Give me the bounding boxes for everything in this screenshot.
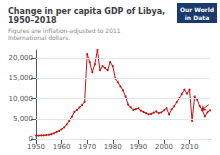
svg-text:20,000: 20,000 (9, 54, 34, 62)
svg-text:1990: 1990 (129, 143, 147, 151)
svg-text:1960: 1960 (53, 143, 71, 151)
svg-text:1980: 1980 (104, 143, 122, 151)
svg-text:Our World: Our World (180, 6, 214, 13)
svg-text:in Data: in Data (185, 14, 209, 21)
svg-text:5,000: 5,000 (13, 115, 33, 123)
svg-text:1970: 1970 (78, 143, 96, 151)
svg-text:Change in per capita GDP of Li: Change in per capita GDP of Libya, (8, 7, 168, 16)
svg-text:Figures are inflation-adjusted: Figures are inflation-adjusted to 2011 (8, 27, 123, 34)
svg-text:10,000: 10,000 (9, 95, 34, 103)
svg-text:International dollars.: International dollars. (8, 34, 70, 41)
svg-text:2010: 2010 (181, 143, 199, 151)
svg-text:1950: 1950 (27, 143, 45, 151)
svg-text:2000: 2000 (155, 143, 173, 151)
svg-text:15,000: 15,000 (9, 74, 34, 82)
svg-text:1950–2018: 1950–2018 (8, 16, 57, 25)
svg-text:0: 0 (28, 135, 33, 143)
